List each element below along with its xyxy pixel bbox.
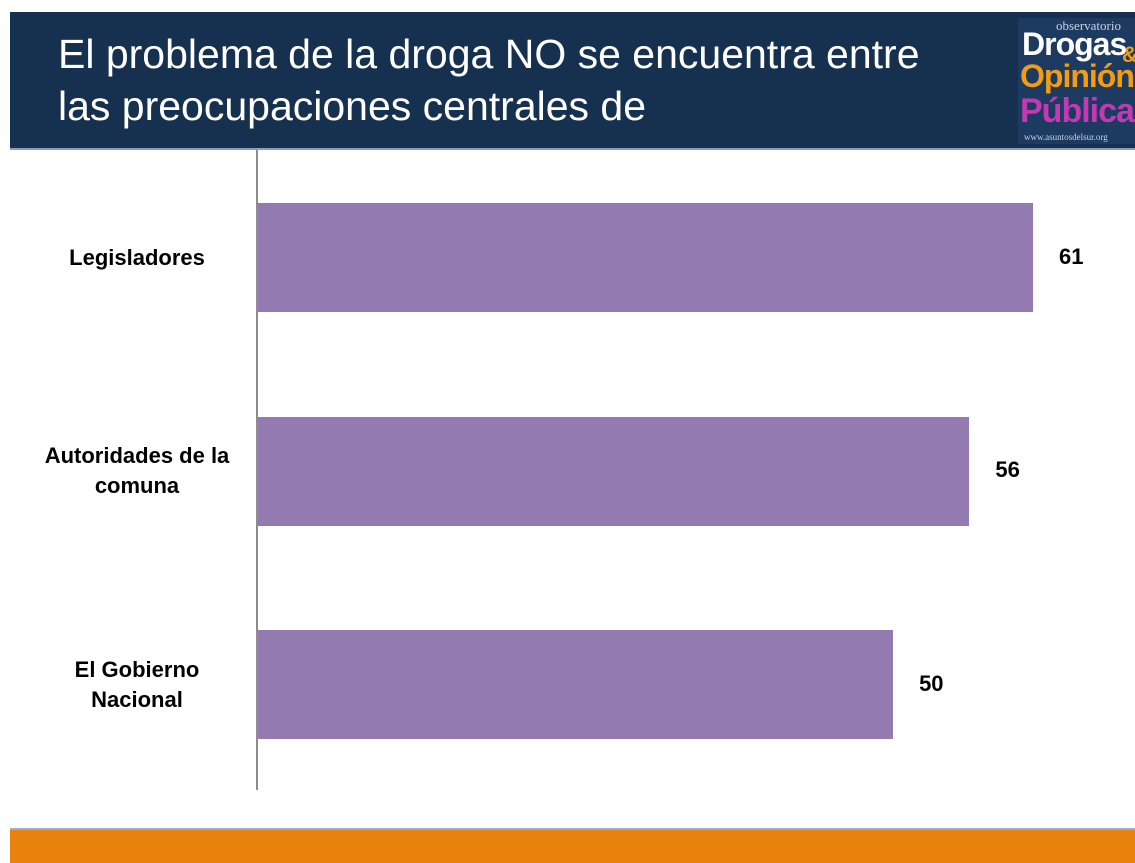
logo-text: www.asuntosdelsur.org [1024, 132, 1108, 142]
category-label: Legisladores [69, 244, 205, 270]
bar [257, 630, 894, 739]
logo-text: observatorio [1056, 18, 1121, 33]
logo-text: & [1122, 42, 1135, 68]
logo-text: Opinión [1020, 58, 1135, 94]
logo-text: Drogas [1022, 26, 1127, 62]
footer-bar [10, 828, 1135, 863]
category-label: Autoridades de la comuna [44, 443, 230, 498]
bar [257, 203, 1033, 312]
axis-line [256, 150, 258, 790]
logo: observatorio Drogas & Opinión Pública ww… [1018, 18, 1135, 144]
value-label: 56 [995, 457, 1020, 482]
header [10, 12, 1135, 150]
category-label: El Gobierno Nacional [74, 656, 200, 712]
value-label: 50 [919, 670, 944, 696]
bar [257, 416, 970, 526]
value-label: 61 [1059, 243, 1084, 269]
logo-text: Pública [1020, 92, 1135, 130]
slide-title: El problema de la droga NO se encuentra … [58, 31, 920, 129]
